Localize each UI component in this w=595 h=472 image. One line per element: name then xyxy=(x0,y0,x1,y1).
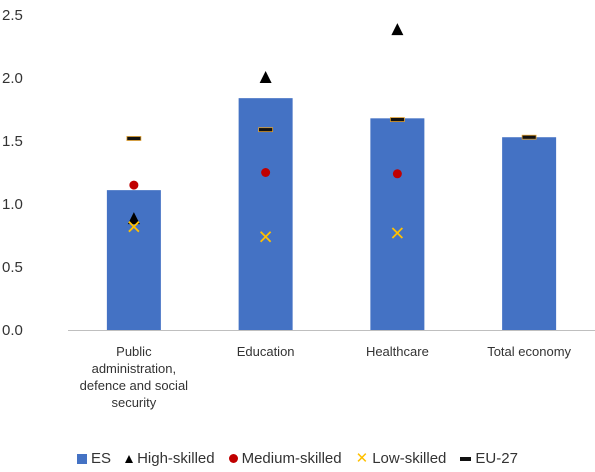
category-label-line: Public xyxy=(116,344,152,359)
legend-dash-marker xyxy=(460,456,472,461)
y-tick-label: 1.5 xyxy=(2,133,23,150)
marker-low-skilled xyxy=(259,231,272,243)
y-tick-label: 0.0 xyxy=(2,322,23,339)
legend-bar-swatch xyxy=(77,453,88,464)
marker-medium-skilled xyxy=(392,169,402,179)
legend: ES High-skilled Medium-skilled ✕ Low-ski… xyxy=(0,450,595,467)
y-tick-label: 1.0 xyxy=(2,196,23,213)
legend-item-low-skilled: ✕ Low-skilled xyxy=(356,450,447,467)
legend-triangle-marker xyxy=(125,454,134,463)
category-label: Total economy xyxy=(487,344,571,359)
y-tick-label: 2.5 xyxy=(2,7,23,24)
marker-medium-skilled xyxy=(129,180,139,190)
category-label-line: Healthcare xyxy=(366,344,429,359)
y-tick-label: 0.5 xyxy=(2,259,23,276)
legend-item-high-skilled: High-skilled xyxy=(125,450,215,467)
marker-eu27 xyxy=(126,136,142,141)
marker-eu27 xyxy=(258,127,274,133)
legend-item-medium-skilled: Medium-skilled xyxy=(228,450,342,467)
marker-eu27 xyxy=(521,134,537,140)
legend-label-low-skilled: Low-skilled xyxy=(372,450,447,467)
category-label-line: Total economy xyxy=(487,344,571,359)
chart-area: 0.0 0.5 1.0 1.5 2.0 2.5 Public administration, d… xyxy=(2,7,595,410)
category-label-line: Education xyxy=(237,344,295,359)
marker-low-skilled xyxy=(128,221,140,233)
marker-high-skilled xyxy=(391,23,404,36)
marker-medium-skilled xyxy=(261,168,271,177)
legend-item-eu27: EU-27 xyxy=(460,450,518,467)
legend-label-es: ES xyxy=(91,450,112,467)
bar-es xyxy=(502,137,557,330)
bar-es xyxy=(370,118,425,330)
bar-es xyxy=(238,98,293,330)
category-label-line: administration, xyxy=(92,361,177,376)
category-label: Education xyxy=(237,344,295,359)
marker-low-skilled xyxy=(391,227,404,239)
legend-label-high-skilled: High-skilled xyxy=(137,450,215,467)
legend-label-eu27: EU-27 xyxy=(475,450,518,467)
marker-eu27 xyxy=(389,117,405,122)
bar-es xyxy=(106,190,161,330)
legend-item-es: ES xyxy=(77,450,111,467)
marker-high-skilled xyxy=(259,71,272,83)
category-label: Healthcare xyxy=(366,344,429,359)
y-tick-label: 2.0 xyxy=(2,70,23,87)
legend-x-marker: ✕ xyxy=(355,450,369,467)
category-label-line: defence and social xyxy=(80,378,189,393)
legend-label-medium-skilled: Medium-skilled xyxy=(241,450,342,467)
legend-dot-marker xyxy=(228,454,238,463)
marker-high-skilled xyxy=(127,212,140,225)
category-label: Public administration, defence and social s… xyxy=(80,344,189,410)
category-label-line: security xyxy=(111,395,156,410)
